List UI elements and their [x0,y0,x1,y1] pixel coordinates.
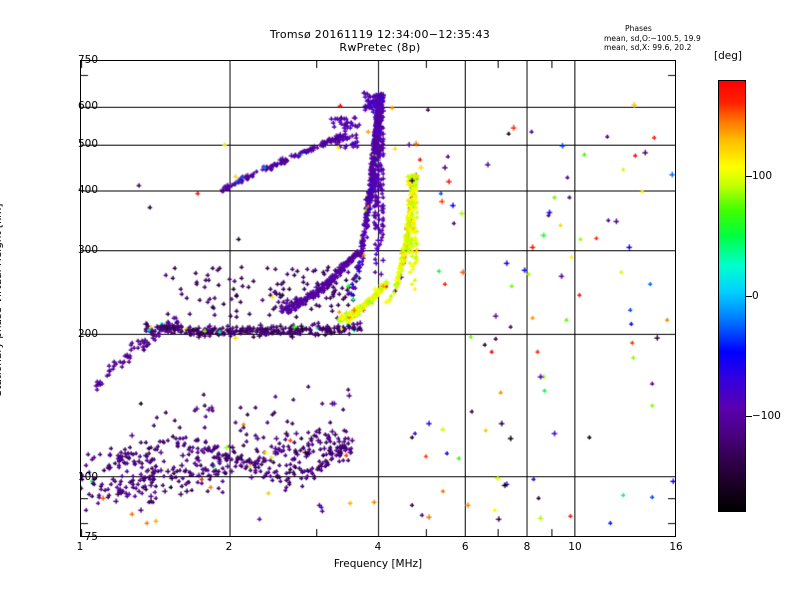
x-tick-label: 4 [374,541,382,553]
plot-area [80,60,676,537]
y-tick-label: 500 [77,137,98,150]
y-axis-label: Stationary phase Virtual Height [km] [0,203,4,397]
x-tick-label: 16 [669,541,683,553]
x-tick-label: 1 [76,541,84,553]
colorbar-tick-mark [746,176,752,177]
y-tick-label: 300 [77,243,98,256]
page-title: Tromsø 20161119 12:34:00−12:35:43 [269,28,491,41]
page-subtitle: RwPretec (8p) [339,41,421,54]
colorbar-tick-label: −100 [752,410,781,422]
y-tick-label: 100 [77,471,98,484]
stats-x-mode: mean, sd,X: 99.6, 20.2 [604,43,692,52]
x-axis-label: Frequency [MHz] [333,558,423,570]
y-tick-label: 400 [77,184,98,197]
stats-o-mode: mean, sd,O:−100.5, 19.9 [604,34,701,43]
x-tick-label: 8 [523,541,531,553]
scatter-canvas [81,61,675,536]
y-tick-label: 750 [77,54,98,66]
x-tick-label: 6 [461,541,469,553]
colorbar-tick-mark [746,416,752,417]
colorbar-gradient [718,80,746,512]
colorbar-tick-mark [746,296,752,297]
y-tick-label: 75 [84,531,98,543]
x-tick-label: 10 [568,541,582,553]
colorbar-tick-label: 0 [752,290,759,302]
colorbar [718,80,746,512]
colorbar-unit-label: [deg] [714,50,742,62]
x-tick-label: 2 [225,541,233,553]
stats-header: Phases [625,24,652,33]
y-tick-label: 600 [77,100,98,113]
colorbar-tick-label: 100 [752,170,773,182]
y-tick-label: 200 [77,327,98,340]
